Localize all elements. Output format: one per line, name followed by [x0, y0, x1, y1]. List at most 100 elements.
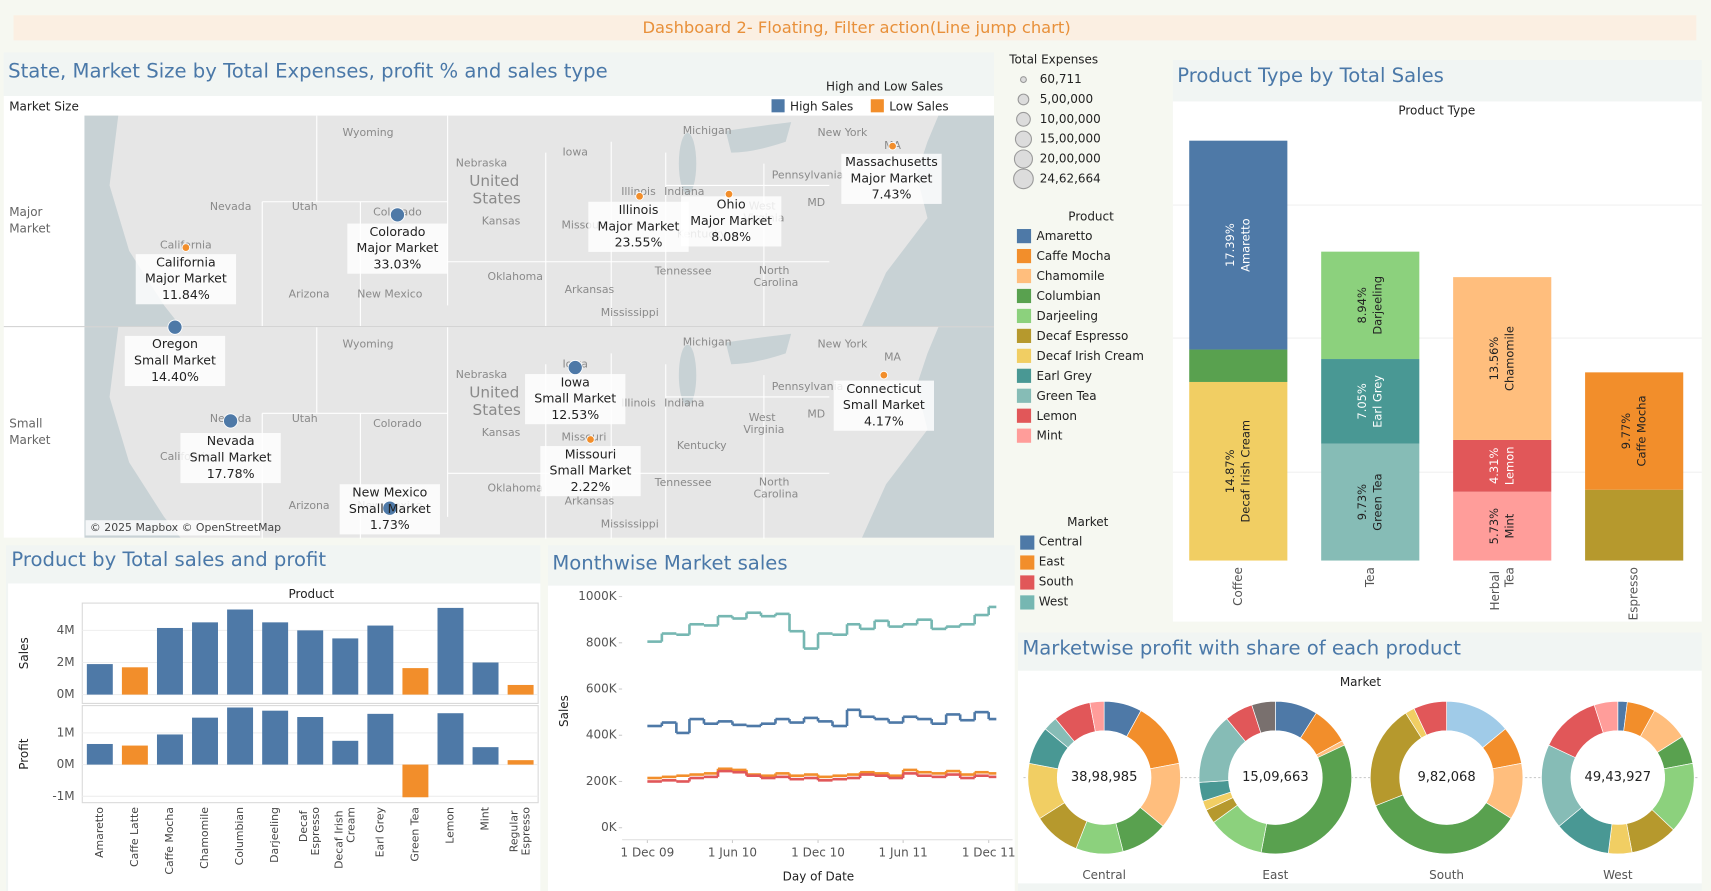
map-marker	[586, 435, 595, 444]
marker-market: Major Market	[598, 218, 680, 233]
map-marker	[382, 500, 398, 516]
legend-swatch	[1016, 388, 1032, 403]
marker-name: California	[156, 254, 216, 269]
legend-swatch	[1016, 328, 1032, 343]
place-label: Arizona	[289, 287, 330, 300]
marker-label-bg	[841, 153, 942, 204]
map-marker	[167, 319, 183, 335]
legend-swatch	[870, 99, 884, 113]
legend-title: Product	[1068, 210, 1114, 224]
chart-header: Market	[1340, 675, 1381, 689]
marker-name: Ohio	[717, 197, 746, 212]
marker-market: Small Market	[550, 463, 632, 478]
legend-label: Caffe Mocha	[1037, 249, 1111, 263]
x-tick-label: Caffe Mocha	[163, 807, 176, 875]
segment-name-label: Decaf Irish Cream	[1238, 420, 1252, 523]
place-label: West Virginia	[743, 411, 784, 436]
attribution: © 2025 Mapbox © OpenStreetMap	[90, 521, 281, 534]
legend-title: Total Expenses	[1008, 52, 1098, 66]
segment-value-label: 13.56%	[1487, 337, 1501, 381]
marker-name: Missouri	[565, 446, 617, 461]
bar	[507, 760, 534, 765]
place-label: Nevada	[210, 200, 252, 213]
marker-value: 23.55%	[615, 235, 663, 250]
marker-name: Massachusetts	[845, 154, 938, 169]
segment-name-label: Earl Grey	[1370, 375, 1384, 428]
y-tick-label: 0M	[57, 757, 75, 771]
marker-value: 1.73%	[370, 517, 410, 532]
x-tick-label: Tea	[1363, 567, 1377, 588]
x-tick-label: Caffe Latte	[128, 807, 141, 867]
bar	[192, 717, 218, 765]
bar-segment	[1321, 443, 1420, 561]
place-label: United States	[469, 383, 524, 418]
marker-label-bg	[180, 432, 281, 484]
marker-name: Illinois	[619, 202, 659, 217]
place-label: Oklahoma	[488, 270, 543, 283]
chart-title: State, Market Size by Total Expenses, pr…	[8, 59, 608, 82]
y-tick-label: -1M	[52, 789, 74, 803]
map-marker	[879, 370, 889, 380]
row-header: Market Size	[9, 99, 79, 113]
x-tick-label: Earl Grey	[373, 806, 386, 857]
legend-label: Lemon	[1037, 409, 1077, 423]
x-tick-label: Coffee	[1231, 567, 1245, 606]
place-label: Colorado	[373, 417, 422, 430]
chart-header: Product	[289, 587, 335, 601]
segment-name-label: Lemon	[1502, 447, 1516, 486]
legend-swatch	[1016, 268, 1032, 284]
place-label: Missouri	[562, 430, 607, 443]
segment-name-label: Chamomile	[1502, 326, 1516, 391]
chart-title: Monthwise Market sales	[552, 551, 787, 574]
map-marker	[635, 192, 644, 201]
legend-title: Market	[1067, 515, 1108, 529]
legend-label: Earl Grey	[1037, 369, 1092, 383]
donut-total: 9,82,068	[1417, 770, 1475, 785]
map-marker	[223, 413, 239, 429]
legend-label: Green Tea	[1037, 389, 1097, 403]
size-legend-label: 20,00,000	[1040, 152, 1101, 166]
x-tick-label: Decaf Irish Cream	[332, 807, 357, 869]
size-legend-label: 10,00,000	[1040, 112, 1101, 126]
donut-hole	[1399, 730, 1494, 825]
place-label: Pennsylvania	[772, 380, 844, 393]
place-label: North Carolina	[753, 264, 798, 289]
legend-label: Columbian	[1037, 289, 1101, 303]
axis-title: Sales	[17, 637, 31, 669]
marker-market: Small Market	[190, 450, 272, 465]
monthwise-area	[547, 585, 1015, 891]
place-label: New York	[817, 338, 868, 351]
place-label: North Carolina	[753, 476, 798, 501]
marker-label-bg	[124, 335, 226, 387]
marker-name: Oregon	[152, 336, 198, 351]
bar-segment	[1585, 489, 1684, 561]
place-label: Kansas	[482, 426, 521, 439]
legend-swatch	[1016, 348, 1032, 363]
size-legend-label: 60,711	[1040, 72, 1082, 86]
legend-swatch	[1020, 535, 1035, 550]
marker-value: 17.78%	[207, 466, 255, 481]
x-tick-label: 1 Dec 11	[962, 845, 1016, 859]
segment-value-label: 8.94%	[1355, 287, 1369, 323]
bar	[86, 743, 113, 765]
marker-market: Major Market	[690, 213, 772, 228]
place-label: United States	[469, 172, 524, 207]
bar	[367, 713, 394, 765]
y-tick-label: 400K	[586, 728, 618, 742]
place-label: MD	[807, 407, 825, 420]
donut-hole	[1570, 730, 1665, 825]
row-label: Small Market	[9, 416, 50, 446]
bar-segment	[1189, 140, 1288, 350]
marker-value: 33.03%	[374, 257, 422, 272]
segment-name-label: Mint	[1502, 513, 1516, 538]
place-label: Mississippi	[601, 518, 659, 531]
place-label: Pennsylvania	[772, 169, 844, 182]
place-label: MA	[884, 351, 901, 364]
segment-value-label: 7.05%	[1355, 383, 1369, 419]
marker-name: Colorado	[369, 224, 425, 239]
place-label: Utah	[292, 200, 318, 213]
x-tick-label: Green Tea	[408, 807, 421, 862]
bar	[192, 622, 218, 695]
marker-market: Major Market	[145, 271, 227, 286]
